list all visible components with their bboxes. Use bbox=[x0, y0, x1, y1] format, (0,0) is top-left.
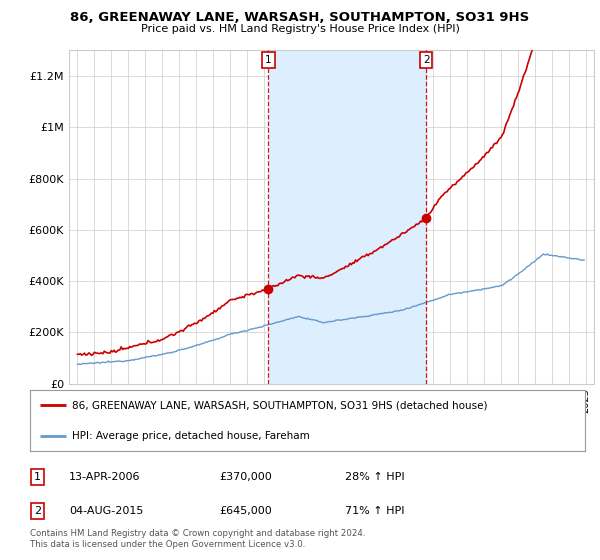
Text: 2: 2 bbox=[423, 55, 430, 66]
Text: 04-AUG-2015: 04-AUG-2015 bbox=[69, 506, 143, 516]
Text: 1: 1 bbox=[265, 55, 272, 66]
Text: Price paid vs. HM Land Registry's House Price Index (HPI): Price paid vs. HM Land Registry's House … bbox=[140, 24, 460, 34]
Text: 86, GREENAWAY LANE, WARSASH, SOUTHAMPTON, SO31 9HS (detached house): 86, GREENAWAY LANE, WARSASH, SOUTHAMPTON… bbox=[71, 400, 487, 410]
Text: £370,000: £370,000 bbox=[219, 472, 272, 482]
Text: 86, GREENAWAY LANE, WARSASH, SOUTHAMPTON, SO31 9HS: 86, GREENAWAY LANE, WARSASH, SOUTHAMPTON… bbox=[70, 11, 530, 24]
Text: 28% ↑ HPI: 28% ↑ HPI bbox=[345, 472, 404, 482]
Text: £645,000: £645,000 bbox=[219, 506, 272, 516]
Text: 13-APR-2006: 13-APR-2006 bbox=[69, 472, 140, 482]
Text: HPI: Average price, detached house, Fareham: HPI: Average price, detached house, Fare… bbox=[71, 431, 310, 441]
Text: 2: 2 bbox=[34, 506, 41, 516]
Text: Contains HM Land Registry data © Crown copyright and database right 2024.
This d: Contains HM Land Registry data © Crown c… bbox=[30, 529, 365, 549]
Text: 71% ↑ HPI: 71% ↑ HPI bbox=[345, 506, 404, 516]
Text: 1: 1 bbox=[34, 472, 41, 482]
